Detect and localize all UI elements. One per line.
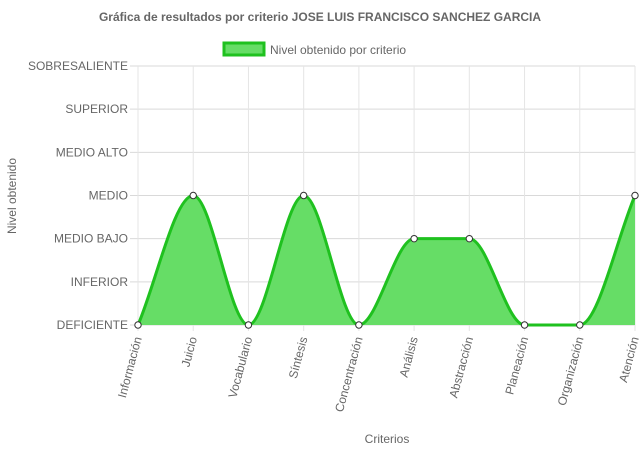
x-tick-label: Información [115, 335, 145, 399]
data-point-7[interactable] [520, 321, 529, 329]
y-tick-label: MEDIO ALTO [56, 145, 128, 159]
x-tick-label: Planeación [502, 335, 531, 396]
data-point-5[interactable] [410, 234, 418, 243]
series-fill [138, 195, 635, 325]
y-tick-label: SOBRESALIENTE [28, 59, 128, 73]
legend[interactable]: Nivel obtenido por criterio [222, 41, 406, 57]
y-axis-ticks: DEFICIENTE INFERIOR MEDIO BAJO MEDIO MEDIO A… [28, 59, 128, 332]
data-point-2[interactable] [244, 321, 253, 329]
y-tick-label: MEDIO BAJO [54, 232, 128, 246]
y-tick-label: MEDIO [89, 189, 128, 203]
data-point-4[interactable] [355, 321, 363, 329]
legend-label[interactable]: Nivel obtenido por criterio [270, 43, 406, 57]
legend-swatch[interactable] [222, 41, 266, 57]
x-tick-label: Juicio [179, 335, 201, 369]
data-point-0[interactable] [134, 321, 142, 329]
series-area [136, 193, 637, 327]
data-point-8[interactable] [576, 321, 584, 329]
data-point-6[interactable] [465, 234, 474, 243]
x-tick-label: Síntesis [286, 335, 311, 380]
x-tick-label: Vocabulario [225, 335, 255, 400]
y-tick-label: SUPERIOR [65, 102, 128, 116]
x-tick-label: Análisis [397, 335, 421, 379]
data-point-3[interactable] [299, 191, 308, 200]
data-point-1[interactable] [189, 191, 197, 200]
x-tick-label: Organización [555, 335, 587, 407]
x-tick-label: Abstracción [446, 335, 476, 399]
x-axis-title: Criterios [365, 432, 410, 446]
y-tick-label: INFERIOR [71, 275, 129, 289]
x-tick-label: Concentración [332, 335, 366, 413]
y-tick-label: DEFICIENTE [57, 318, 128, 332]
data-point-9[interactable] [631, 191, 639, 200]
y-axis-title: Nivel obtenido [5, 158, 19, 234]
x-tick-label: Atención [616, 335, 639, 384]
series-points [134, 191, 639, 329]
chart-title: Gráfica de resultados por criterio JOSE … [99, 10, 541, 24]
x-axis-ticks: Información Juicio Vocabulario Síntesis Conc… [115, 335, 639, 414]
